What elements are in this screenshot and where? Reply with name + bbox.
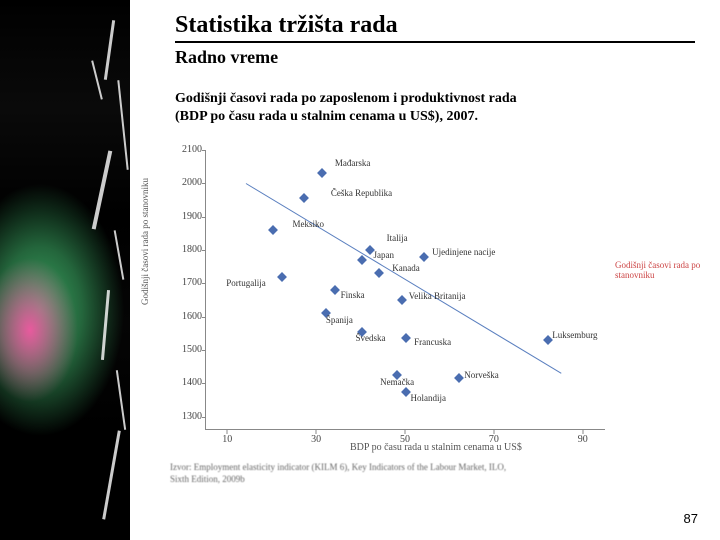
point-label: Luksemburg <box>552 330 597 340</box>
point-label: Japan <box>374 250 395 260</box>
data-point <box>401 333 411 343</box>
chart-source: Izvor: Employment elasticity indicator (… <box>170 462 506 485</box>
page-number: 87 <box>684 511 698 526</box>
slide-subtitle: Radno vreme <box>175 47 700 68</box>
point-label: Finska <box>341 290 365 300</box>
point-label: Francuska <box>414 337 451 347</box>
scatter-chart: Godišnji časovi rada po stanovniku BDP p… <box>150 150 710 480</box>
source-line2: Sixth Edition, 2009b <box>170 474 245 484</box>
y-tick: 2100 <box>168 144 202 155</box>
y-tick: 1900 <box>168 211 202 222</box>
x-tick: 50 <box>400 434 410 445</box>
point-label: Mađarska <box>335 158 371 168</box>
point-label: Norveška <box>464 370 499 380</box>
data-point <box>330 285 340 295</box>
title-underline <box>175 41 695 43</box>
data-point <box>454 373 464 383</box>
data-point <box>397 295 407 305</box>
point-label: Italija <box>387 233 408 243</box>
point-label: Španija <box>326 315 353 325</box>
chart-title-line1: Godišnji časovi rada po zaposlenom i pro… <box>175 91 517 106</box>
point-label: Portugalija <box>226 278 266 288</box>
data-point <box>277 272 287 282</box>
point-label: Kanada <box>392 263 419 273</box>
y-tick: 1600 <box>168 311 202 322</box>
data-point <box>268 225 278 235</box>
chart-title: Godišnji časovi rada po zaposlenom i pro… <box>175 90 700 126</box>
plot-area: 130014001500160017001800190020002100Mađa… <box>205 150 605 430</box>
y-tick: 1800 <box>168 244 202 255</box>
data-point <box>317 168 327 178</box>
y-tick: 1300 <box>168 411 202 422</box>
x-tick: 10 <box>222 434 232 445</box>
source-line1: Izvor: Employment elasticity indicator (… <box>170 462 506 472</box>
data-point <box>299 193 309 203</box>
point-label: Švedska <box>355 333 385 343</box>
point-label: Češka Republika <box>331 188 392 198</box>
y-tick: 1500 <box>168 344 202 355</box>
x-tick: 90 <box>578 434 588 445</box>
y-tick: 1700 <box>168 277 202 288</box>
x-tick: 70 <box>489 434 499 445</box>
y-axis-label: Godišnji časovi rada po stanovniku <box>140 178 150 305</box>
chart-title-line2: (BDP po času rada u stalnim cenama u US$… <box>175 109 478 124</box>
trend-line <box>246 183 562 374</box>
slide-title: Statistika tržišta rada <box>175 12 700 39</box>
point-label: Velika Britanija <box>409 291 466 301</box>
point-label: Holandija <box>410 393 446 403</box>
decorative-sidebar <box>0 0 130 540</box>
x-tick: 30 <box>311 434 321 445</box>
right-axis-label: Godišnji časovi rada po stanovniku <box>615 260 705 280</box>
point-label: Nemačka <box>380 377 414 387</box>
data-point <box>357 255 367 265</box>
point-label: Meksiko <box>292 219 324 229</box>
data-point <box>401 387 411 397</box>
data-point <box>419 252 429 262</box>
data-point <box>374 268 384 278</box>
y-tick: 1400 <box>168 377 202 388</box>
y-tick: 2000 <box>168 177 202 188</box>
point-label: Ujedinjene nacije <box>432 247 495 257</box>
